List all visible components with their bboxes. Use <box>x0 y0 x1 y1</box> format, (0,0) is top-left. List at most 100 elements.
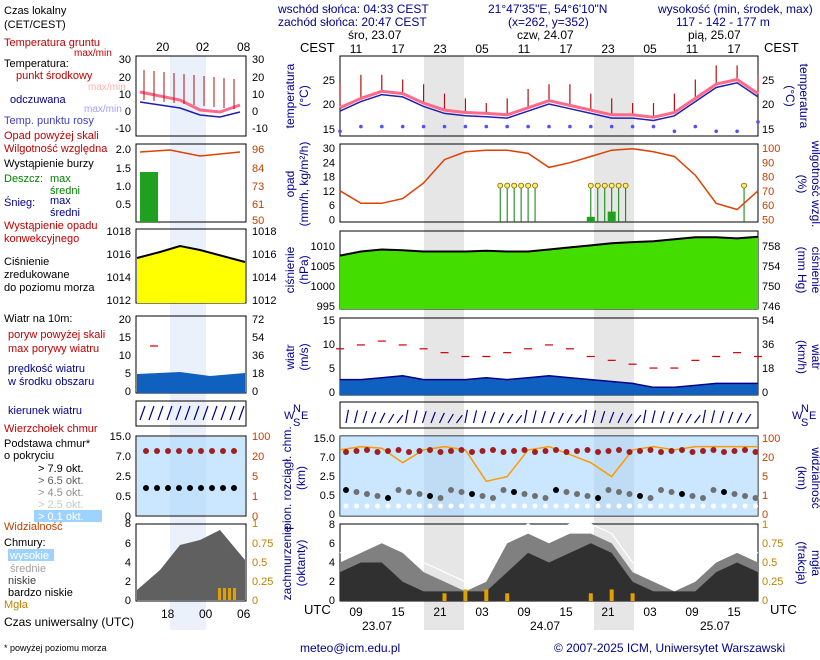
cloud-tick: 0.5 <box>320 490 335 502</box>
legend-temp-frame <box>135 55 247 137</box>
wind-direction-arrow <box>379 412 386 424</box>
legend-time-local-sub: (CET/CEST) <box>4 19 66 31</box>
legend-pressure-area <box>137 246 245 303</box>
cloud-low-dot <box>627 503 632 509</box>
cloud-top-dot <box>731 448 738 454</box>
legend-fog-tick: 1 <box>252 518 258 530</box>
utc-tick: 09 <box>685 605 699 619</box>
cloud-top-dot <box>658 449 664 455</box>
storm-marker <box>587 182 594 189</box>
legend-mid-point: punkt środkowy <box>16 70 93 82</box>
night-band <box>594 56 634 630</box>
temp-tick-right: 25 <box>762 75 774 87</box>
wind-direction-arrow <box>362 410 368 424</box>
legend-cover-area <box>137 530 245 600</box>
footnote: * powyżej poziomu morza <box>4 643 107 653</box>
precip-ylabel-right: wilgotność wzgl. <box>809 140 820 228</box>
cover-ylabel-right-unit: (frakcja) <box>795 541 809 584</box>
precip-ylabel-left-unit: (mm/h, kg/m²/h) <box>297 142 311 227</box>
cloud-base-dot <box>542 495 549 501</box>
cloud-base-dot <box>353 489 360 495</box>
visibility-tick: 0 <box>762 509 768 521</box>
legend-direction-arrow <box>175 405 182 421</box>
cloud-low-dot <box>574 503 580 509</box>
pressure-line <box>339 235 759 257</box>
pressure-tick-right: 758 <box>762 241 780 253</box>
fog-bar <box>484 589 489 601</box>
precip-layer <box>339 147 759 222</box>
legend-high-swatch <box>8 549 54 561</box>
storm-marker <box>608 182 615 189</box>
compass-e-left: E <box>301 410 308 422</box>
night-band <box>424 56 464 630</box>
cloud-base-dot <box>584 493 591 499</box>
cloud-ticks: 15.0 7.0 2.5 0.5 0 100 20 5 1 0 <box>314 433 781 521</box>
legend-high: wysokie <box>9 550 49 562</box>
legend-ok01-swatch <box>34 510 102 522</box>
cloud-base-dot <box>647 495 654 501</box>
dew-point-dot <box>442 124 447 129</box>
temperature-layer <box>338 65 760 134</box>
legend-pressure-1: Ciśnienie <box>4 256 49 268</box>
cloud-tick: 7.0 <box>320 452 335 464</box>
cloud-top-dot <box>490 447 496 453</box>
wind-direction-arrow <box>438 412 445 424</box>
cloud-low-dot <box>469 503 475 509</box>
utc-tick: 03 <box>643 605 657 619</box>
legend-temperature: Temperatura: <box>4 58 69 70</box>
legend-direction-arrow <box>211 405 218 421</box>
dew-point-dot <box>735 129 739 134</box>
wind-direction-arrow <box>370 411 377 424</box>
wind-direction-arrow <box>608 411 615 424</box>
wind-direction-arrow <box>710 410 716 424</box>
legend-fog: Mgła <box>4 599 29 611</box>
cloud-base-dot <box>532 493 538 499</box>
legend-cloud-tick: 0 <box>125 511 131 523</box>
cest-label-left: CEST <box>300 40 335 55</box>
utc-tick: 21 <box>601 605 615 619</box>
fog-bar <box>505 593 510 601</box>
cloud-low-dot <box>732 503 737 509</box>
legend-wind-tick: 5 <box>125 368 131 380</box>
utc-tick: 15 <box>391 605 405 619</box>
legend-cover-frame <box>135 523 247 602</box>
wind-tick: 15 <box>323 315 335 327</box>
footer-email[interactable]: meteo@icm.edu.pl <box>300 641 400 655</box>
wind-tick: 5 <box>329 363 335 375</box>
precip-tick: 24 <box>323 157 335 169</box>
cloud-base-dot <box>406 489 412 495</box>
cover-ylabel-right: mgła <box>809 550 820 576</box>
cloud-top-dot <box>721 449 727 455</box>
wind-ylabel-left: wiatr <box>283 344 297 370</box>
storm-marker <box>741 182 747 189</box>
legend-cloud-base-dot <box>198 485 204 491</box>
cloud-top-dot <box>385 448 391 454</box>
legend-low: niskie <box>8 575 36 587</box>
humidity-tick: 70 <box>762 186 774 198</box>
wind-direction-layer <box>345 409 752 424</box>
sunset-text: zachód słońca: 20:47 CEST <box>278 15 427 29</box>
cloud-top-dot <box>626 449 633 455</box>
wind-tick-right: 54 <box>762 315 774 327</box>
cloud-top-dot <box>437 449 444 455</box>
cloud-base-dot <box>511 489 517 495</box>
temp-tick-right: 15 <box>762 124 774 136</box>
cover-tick: 6 <box>329 538 335 550</box>
legend-above-scale: Opad powyżej skali <box>4 130 99 142</box>
day-label: pią, 25.07 <box>688 28 741 42</box>
legend-snow: Śnieg: <box>4 196 35 209</box>
pressure-tick: 1000 <box>311 281 335 293</box>
dew-point-dot <box>693 124 698 129</box>
cloud-base-dot <box>574 491 580 497</box>
utc-tick: 09 <box>517 605 531 619</box>
cloud-top-dot <box>637 448 643 454</box>
dew-point-dot <box>338 129 342 134</box>
cloud-top-dot <box>343 449 349 455</box>
cloud-top-dot <box>374 449 381 455</box>
legend-precip-tick: 1.5 <box>116 163 131 175</box>
legend-time-utc: Czas uniwersalny (UTC) <box>4 615 134 629</box>
cover-tick: 0 <box>329 595 335 607</box>
wind-ticks: 15 10 5 0 54 36 18 0 <box>323 315 775 399</box>
legend-pressure-tick-right: 1016 <box>252 249 276 261</box>
